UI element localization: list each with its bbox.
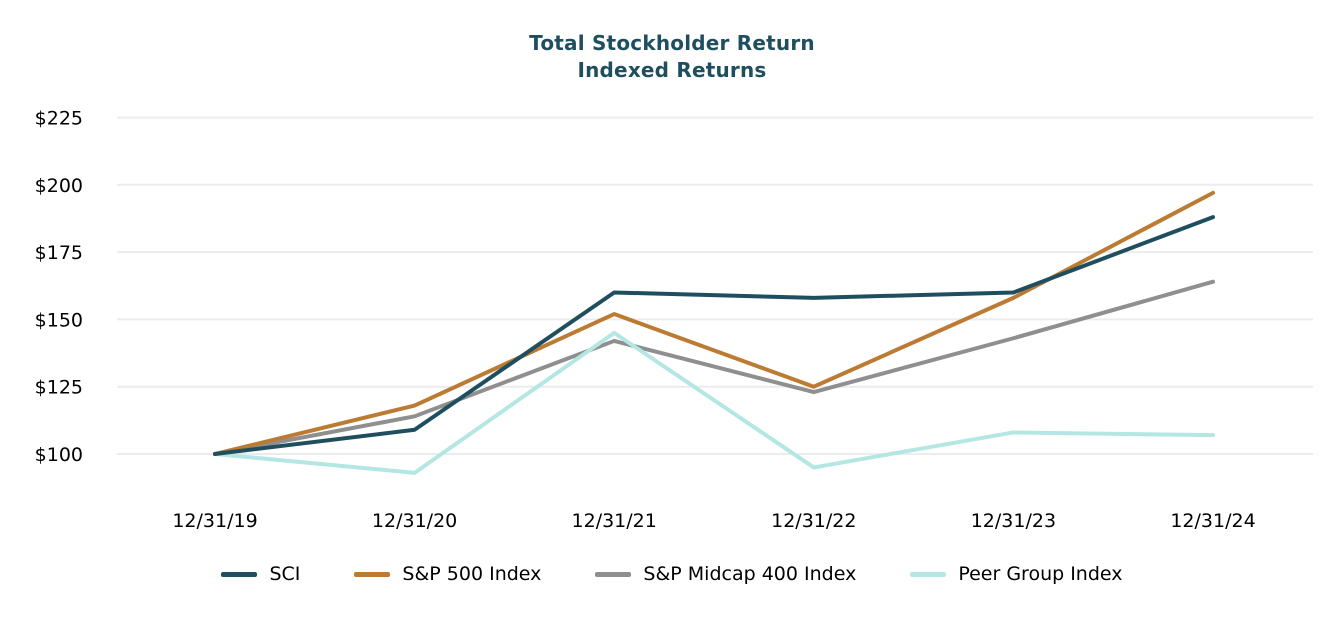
x-axis-tick-label: 12/31/21 <box>572 510 657 532</box>
y-axis-tick-label: $200 <box>35 175 83 197</box>
legend-item-peer-group-index: Peer Group Index <box>910 563 1123 585</box>
legend-label: SCI <box>269 563 301 585</box>
series-line-s-p-midcap-400-index <box>213 279 1215 456</box>
legend-label: Peer Group Index <box>958 563 1123 585</box>
series-line-peer-group-index <box>213 330 1215 475</box>
y-axis-tick-label: $125 <box>35 377 83 399</box>
legend-swatch <box>354 571 391 577</box>
x-axis-tick-label: 12/31/19 <box>172 510 257 532</box>
legend-label: S&P 500 Index <box>402 563 542 585</box>
legend-label: S&P Midcap 400 Index <box>643 563 857 585</box>
legend-item-sci: SCI <box>221 563 300 585</box>
x-axis-tick-label: 12/31/24 <box>1170 510 1255 532</box>
chart-title-line2: Indexed Returns <box>577 58 767 82</box>
y-axis-tick-label: $225 <box>35 108 83 130</box>
legend-item-s-p-500-index: S&P 500 Index <box>354 563 541 585</box>
y-axis-tick-label: $100 <box>35 444 83 466</box>
x-axis-tick-label: 12/31/22 <box>771 510 856 532</box>
legend-swatch <box>910 571 947 577</box>
chart-legend: SCI S&P 500 Index S&P Midcap 400 Index Peer… <box>0 563 1344 585</box>
x-axis-tick-label: 12/31/20 <box>372 510 457 532</box>
series-line-sci <box>213 215 1215 456</box>
x-axis-tick-label: 12/31/23 <box>971 510 1056 532</box>
y-axis-tick-label: $150 <box>35 309 83 331</box>
y-axis-tick-label: $175 <box>35 242 83 264</box>
chart-title-line1: Total Stockholder Return <box>529 31 815 55</box>
legend-item-s-p-midcap-400-index: S&P Midcap 400 Index <box>595 563 856 585</box>
chart-title: Total Stockholder Return Indexed Returns <box>0 30 1344 84</box>
legend-swatch <box>221 571 258 577</box>
legend-swatch <box>595 571 632 577</box>
